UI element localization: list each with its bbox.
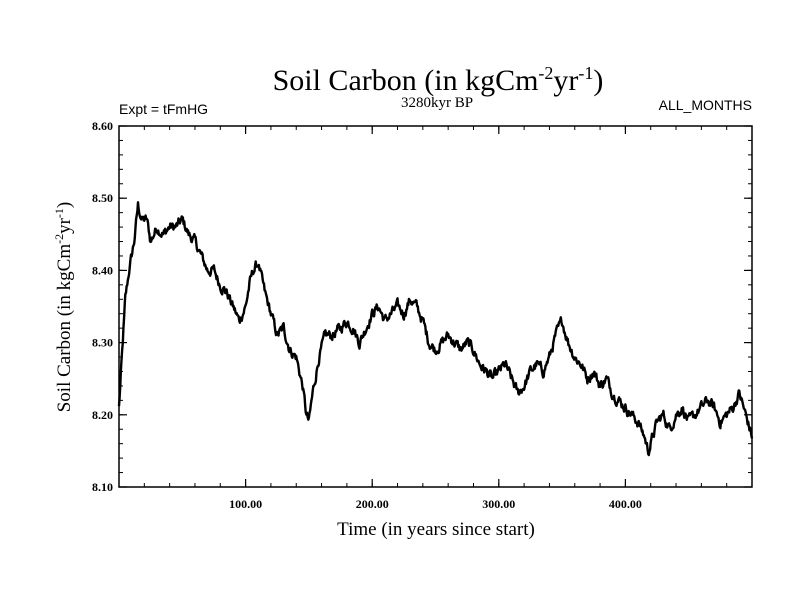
y-tick-label: 8.60 xyxy=(92,119,113,133)
experiment-label: Expt = tFmHG xyxy=(119,101,208,117)
y-axis-label: Soil Carbon (in kgCm-2yr-1) xyxy=(52,202,75,413)
x-tick-label: 400.00 xyxy=(609,497,642,511)
period-label: 3280kyr BP xyxy=(401,95,473,111)
plot-frame xyxy=(118,125,753,488)
chart-title: Soil Carbon (in kgCm-2yr-1) xyxy=(273,63,604,97)
x-axis-label: Time (in years since start) xyxy=(337,519,535,540)
y-tick-label: 8.30 xyxy=(92,336,113,350)
x-tick-label: 100.00 xyxy=(229,497,262,511)
y-axis-ticks: 8.10 8.20 8.30 8.40 8.50 8.60 xyxy=(92,119,752,494)
soil-carbon-series-line xyxy=(117,201,754,457)
x-tick-label: 200.00 xyxy=(356,497,389,511)
y-tick-label: 8.40 xyxy=(92,263,113,277)
y-tick-label: 8.50 xyxy=(92,191,113,205)
months-label: ALL_MONTHS xyxy=(659,97,752,113)
x-tick-label: 300.00 xyxy=(482,497,515,511)
y-tick-label: 8.10 xyxy=(92,480,113,494)
y-tick-label: 8.20 xyxy=(92,408,113,422)
x-axis-ticks: 100.00 200.00 300.00 400.00 xyxy=(143,126,728,511)
